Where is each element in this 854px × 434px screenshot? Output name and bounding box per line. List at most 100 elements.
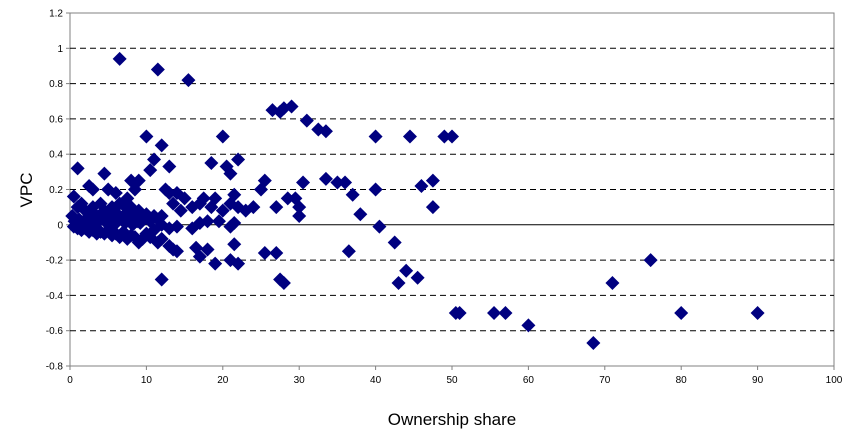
data-point	[101, 182, 116, 197]
data-point	[208, 256, 223, 271]
x-axis-title: Ownership share	[388, 410, 517, 429]
data-point	[169, 244, 184, 259]
data-point	[330, 175, 345, 190]
data-point	[112, 51, 127, 66]
y-tick-label: -0.4	[46, 291, 64, 302]
data-point	[139, 129, 154, 144]
data-point	[425, 200, 440, 215]
data-point	[674, 306, 689, 321]
data-point	[586, 336, 601, 351]
data-point	[227, 237, 242, 252]
data-point	[97, 166, 112, 181]
data-point	[211, 214, 226, 229]
data-point	[231, 200, 246, 215]
data-point	[143, 163, 158, 178]
data-point	[192, 249, 207, 264]
data-point	[368, 129, 383, 144]
y-tick-label: 0.4	[49, 150, 63, 161]
data-point	[299, 113, 314, 128]
data-point	[292, 208, 307, 223]
data-point	[185, 200, 200, 215]
data-points	[65, 51, 765, 351]
data-point	[425, 173, 440, 188]
y-tick-label: 0	[57, 220, 63, 231]
data-point	[296, 175, 311, 190]
data-point	[181, 73, 196, 88]
x-tick-label: 30	[294, 375, 306, 386]
data-point	[154, 138, 169, 153]
x-tick-label: 100	[826, 375, 843, 386]
data-point	[372, 219, 387, 234]
data-point	[200, 214, 215, 229]
data-point	[173, 203, 188, 218]
data-point	[387, 235, 402, 250]
gridlines	[70, 47, 834, 332]
data-point	[150, 62, 165, 77]
data-point	[402, 129, 417, 144]
data-point	[204, 156, 219, 171]
x-tick-label: 20	[217, 375, 229, 386]
data-point	[269, 200, 284, 215]
data-point	[154, 272, 169, 287]
x-tick-label: 70	[599, 375, 611, 386]
data-point	[215, 203, 230, 218]
data-point	[269, 246, 284, 261]
x-tick-label: 80	[676, 375, 688, 386]
y-axis-title: VPC	[17, 173, 36, 208]
data-point	[227, 216, 242, 231]
data-point	[276, 276, 291, 291]
data-point	[254, 182, 268, 197]
data-point	[452, 306, 467, 321]
data-point	[231, 256, 246, 271]
data-point	[410, 270, 425, 285]
data-point	[154, 231, 169, 246]
y-tick-label: -0.2	[46, 256, 64, 267]
x-axis-ticks: 0 10 20 30 40 50 60 70 80 90 100	[67, 366, 843, 386]
x-tick-label: 60	[523, 375, 535, 386]
data-point	[318, 171, 333, 186]
x-tick-label: 90	[752, 375, 764, 386]
data-point	[133, 216, 148, 231]
data-point	[162, 159, 177, 174]
data-point	[292, 200, 307, 215]
data-point	[414, 178, 429, 193]
y-tick-label: 1.2	[49, 9, 63, 20]
data-point	[445, 129, 459, 144]
data-point	[280, 191, 295, 206]
data-point	[521, 318, 536, 333]
data-point	[147, 152, 162, 167]
data-point	[345, 187, 360, 202]
y-tick-label: -0.8	[46, 362, 64, 373]
x-tick-label: 50	[446, 375, 458, 386]
data-point	[82, 178, 97, 193]
data-point	[318, 124, 333, 139]
data-point	[341, 244, 356, 259]
data-point	[169, 219, 184, 234]
data-point	[231, 152, 246, 167]
y-tick-label: 1	[57, 44, 63, 55]
x-tick-label: 40	[370, 375, 382, 386]
y-tick-label: 0.6	[49, 114, 63, 125]
data-point	[177, 191, 192, 206]
data-point	[487, 306, 502, 321]
data-point	[257, 246, 272, 261]
data-point	[273, 104, 288, 119]
data-point	[284, 99, 299, 114]
x-tick-label: 0	[67, 375, 73, 386]
data-point	[643, 253, 658, 268]
data-point	[353, 207, 368, 222]
data-point	[204, 200, 219, 215]
data-point	[437, 129, 452, 144]
data-point	[158, 182, 173, 197]
data-point	[391, 276, 406, 291]
x-tick-label: 10	[141, 375, 153, 386]
data-point	[147, 223, 162, 238]
data-point	[196, 191, 211, 206]
y-tick-label: -0.6	[46, 326, 64, 337]
data-point	[399, 263, 414, 278]
data-point	[750, 306, 765, 321]
y-axis-ticks: -0.8 -0.6 -0.4 -0.2 0 0.2 0.4 0.6 0.8 1 1.2	[46, 9, 70, 373]
y-tick-label: 0.8	[49, 79, 63, 90]
data-point	[200, 242, 215, 257]
